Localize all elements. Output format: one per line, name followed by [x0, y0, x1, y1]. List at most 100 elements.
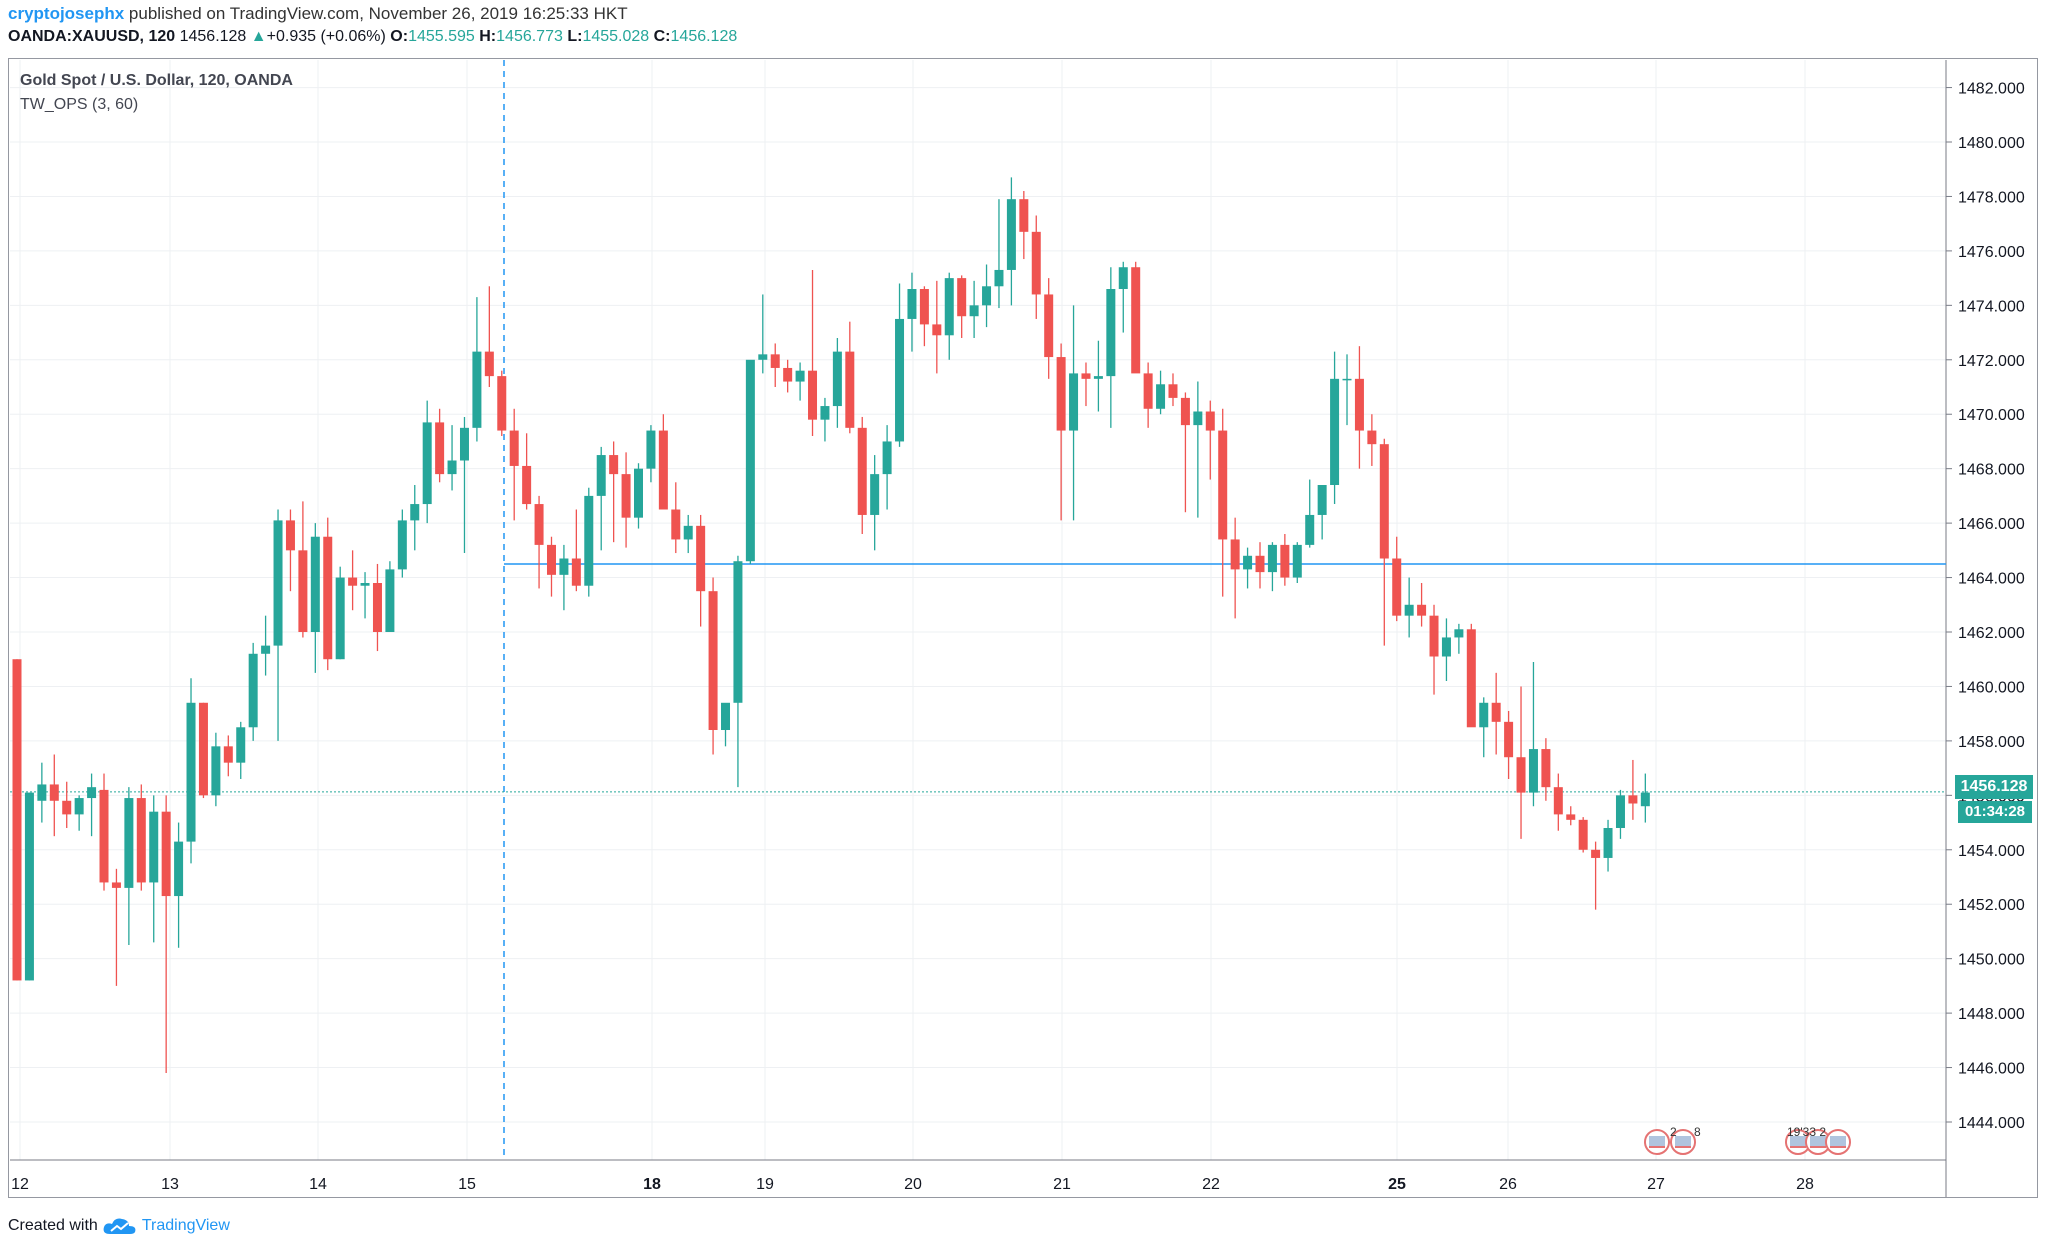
y-tick-label: 1458.000 [1958, 734, 2025, 751]
candle-body [24, 792, 34, 981]
y-tick-label: 1476.000 [1958, 244, 2025, 261]
candle-body [87, 787, 97, 799]
close-value: 1456.128 [670, 28, 738, 45]
y-tick-label: 1466.000 [1958, 516, 2025, 533]
candle-body [1006, 199, 1016, 270]
candle-body [1417, 604, 1427, 616]
candle-body [559, 558, 569, 575]
candle-body [1044, 294, 1054, 358]
candle-body [957, 278, 967, 317]
candle-body [285, 520, 295, 551]
candle-body [1404, 604, 1414, 616]
candle-body [1441, 637, 1451, 657]
x-tick-label: 20 [904, 1176, 922, 1193]
candle-body [919, 289, 929, 325]
candle-body [1553, 787, 1563, 815]
candle-body [932, 324, 942, 336]
candle-body [1267, 544, 1277, 573]
candle-body [1280, 544, 1290, 578]
chart-title: Gold Spot / U.S. Dollar, 120, OANDA [20, 72, 293, 89]
candle-body [509, 430, 519, 466]
candle-body [310, 536, 320, 633]
candle-body [671, 509, 681, 540]
candle-body [832, 351, 842, 407]
candle-body [323, 536, 333, 660]
candle-body [969, 305, 979, 317]
chart-frame [8, 58, 2038, 1198]
candle-body [149, 811, 159, 883]
tradingview-link[interactable]: TradingView [141, 1217, 230, 1234]
candle-body [1069, 373, 1079, 431]
x-tick-label: 15 [458, 1176, 476, 1193]
candle-body [397, 520, 407, 570]
published-text: published on TradingView.com, November 2… [124, 4, 628, 23]
y-tick-label: 1482.000 [1958, 81, 2025, 98]
x-tick-label: 21 [1053, 1176, 1071, 1193]
high-value: 1456.773 [496, 28, 563, 45]
candle-body [907, 289, 917, 319]
candle-body [1541, 749, 1551, 788]
candle-body [111, 882, 121, 888]
bar-countdown-tag: 01:34:28 [1958, 801, 2032, 823]
candle-body [1255, 555, 1265, 573]
close-label: C: [653, 28, 671, 45]
x-tick-label: 13 [161, 1176, 179, 1193]
event-count-label: 19'33 2 [1787, 1125, 1826, 1139]
candle-body [136, 798, 146, 883]
candle-body [447, 460, 457, 475]
candle-body [1367, 430, 1377, 445]
candle-body [1392, 558, 1402, 616]
price-change: +0.935 (+0.06%) [266, 28, 386, 45]
candle-body [808, 370, 818, 420]
y-tick-label: 1468.000 [1958, 462, 2025, 479]
candle-body [783, 367, 793, 382]
x-tick-label: 19 [756, 1176, 774, 1193]
candle-body [248, 653, 258, 728]
candle-body [124, 798, 134, 888]
candle-body [298, 550, 308, 633]
indicator-label[interactable]: TW_OPS (3, 60) [20, 96, 139, 113]
candle-body [634, 468, 643, 518]
y-tick-label: 1448.000 [1958, 1006, 2025, 1023]
author-link[interactable]: cryptojosephx [8, 4, 125, 23]
candle-body [472, 351, 482, 428]
high-label: H: [479, 28, 497, 45]
candle-body [1292, 544, 1302, 578]
candle-body [758, 354, 768, 360]
x-tick-label: 18 [643, 1176, 661, 1193]
candle-body [584, 495, 594, 586]
last-price-tag: 1456.128 [1955, 775, 2033, 799]
candle-body [236, 727, 246, 763]
candle-body [1628, 795, 1638, 804]
y-tick-label: 1446.000 [1958, 1061, 2025, 1078]
us-flag-icon [1649, 1136, 1665, 1146]
candle-body [435, 422, 445, 475]
candle-body [646, 430, 656, 469]
candle-body [1056, 357, 1066, 431]
candle-body [410, 504, 420, 521]
x-tick-label: 14 [309, 1176, 327, 1193]
candle-body [596, 455, 606, 496]
candle-body [1566, 814, 1576, 820]
candle-body [174, 841, 184, 897]
y-tick-label: 1460.000 [1958, 679, 2025, 696]
candle-body [1615, 795, 1625, 829]
candle-body [1193, 411, 1203, 426]
candle-body [1528, 749, 1538, 793]
candle-body [944, 278, 954, 336]
candle-body [708, 591, 718, 731]
candle-body [161, 811, 171, 897]
candle-body [1168, 384, 1178, 398]
candle-body [99, 789, 109, 883]
candle-body [1305, 514, 1315, 545]
y-tick-label: 1450.000 [1958, 952, 2025, 969]
candle-body [198, 702, 208, 796]
y-tick-label: 1464.000 [1958, 571, 2025, 588]
candle-body [1640, 792, 1650, 807]
candle-body [484, 351, 494, 377]
candle-body [994, 269, 1004, 287]
candle-body [422, 422, 432, 505]
candle-body [360, 583, 370, 586]
candle-body [74, 798, 84, 815]
